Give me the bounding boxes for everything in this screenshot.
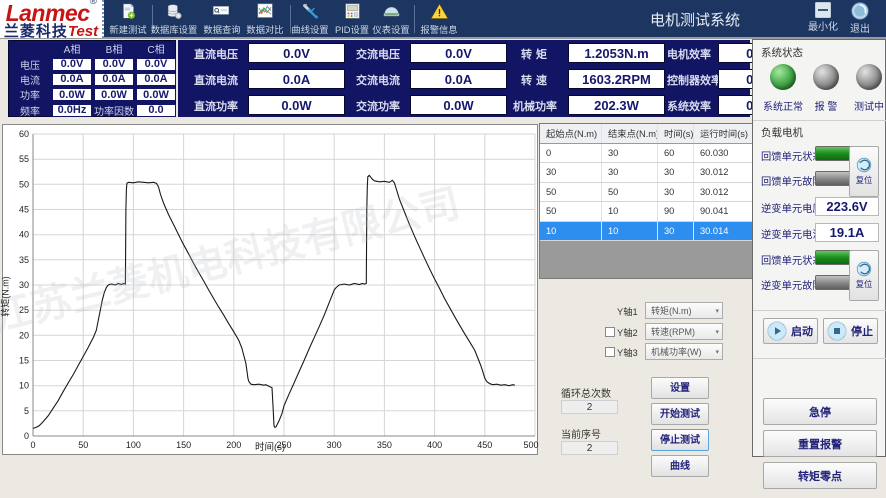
svg-text:150: 150	[176, 440, 191, 450]
svg-text:50: 50	[78, 440, 88, 450]
svg-text:350: 350	[377, 440, 392, 450]
svg-text:0: 0	[30, 440, 35, 450]
svg-text:60: 60	[19, 129, 29, 139]
svg-text:450: 450	[477, 440, 492, 450]
svg-text:35: 35	[19, 255, 29, 265]
svg-text:45: 45	[19, 205, 29, 215]
svg-text:500: 500	[523, 440, 538, 450]
svg-text:40: 40	[19, 230, 29, 240]
svg-text:200: 200	[226, 440, 241, 450]
svg-text:0: 0	[24, 431, 29, 441]
svg-text:400: 400	[427, 440, 442, 450]
svg-text:100: 100	[126, 440, 141, 450]
svg-text:50: 50	[19, 179, 29, 189]
svg-text:300: 300	[327, 440, 342, 450]
svg-text:55: 55	[19, 154, 29, 164]
